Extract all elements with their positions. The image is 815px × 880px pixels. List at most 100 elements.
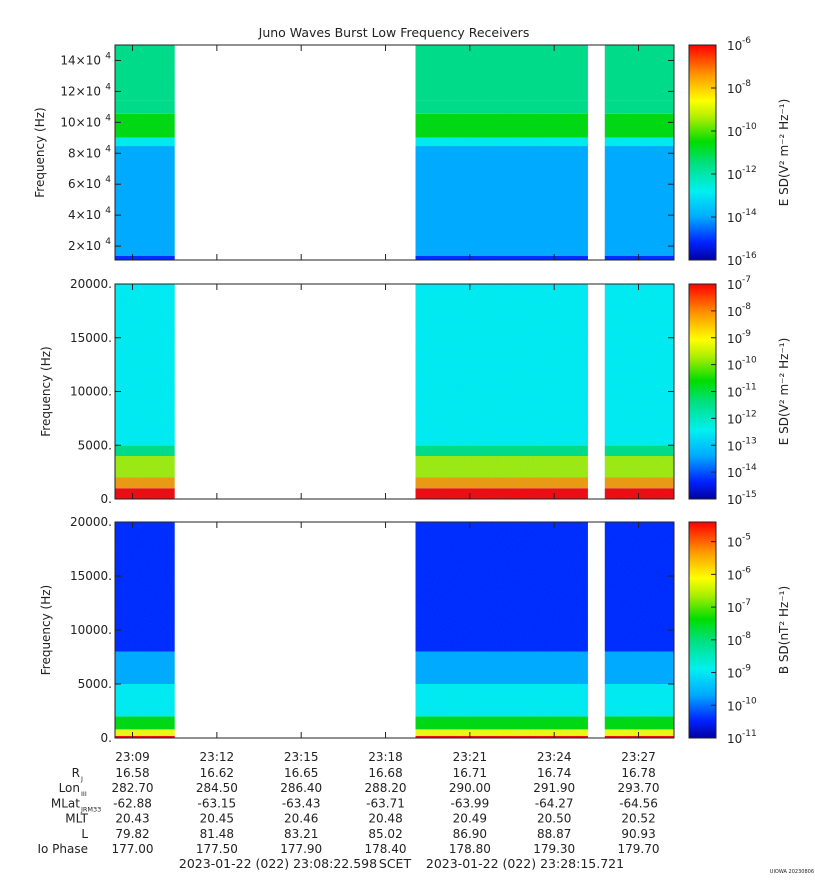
colorbar — [689, 45, 716, 260]
spectrogram-segment — [115, 284, 175, 499]
panel-lower: 0. 5000. 10000. 15000. 20000. Frequency (Hz) 1… — [39, 515, 791, 746]
spectrogram-segment — [415, 284, 588, 499]
ephemeris-row: Io Phase 177.00 177.50 177.90 178.40 178.80 17… — [37, 842, 659, 856]
colorbar-tick-exponent: -9 — [742, 329, 751, 339]
y-tick-label: 4×10 — [68, 208, 101, 222]
y-tick-label: 15000. — [70, 569, 112, 583]
ephemeris-label-subscript: J — [80, 775, 83, 783]
y-axis-label: Frequency (Hz) — [39, 585, 53, 676]
y-tick-label: 10×10 — [60, 115, 101, 129]
colorbar-tick-base: 10 — [727, 699, 742, 713]
colorbar-tick-exponent: -5 — [742, 533, 751, 543]
ephemeris-value: 20.52 — [621, 812, 655, 826]
y-tick-label: 6×10 — [68, 177, 101, 191]
colorbar-tick-exponent: -8 — [742, 302, 751, 312]
spectrogram-segment — [604, 284, 674, 499]
y-tick-label: 5000. — [78, 438, 112, 452]
colorbar-tick-base: 10 — [727, 493, 742, 507]
ephemeris-value: 20.48 — [368, 812, 402, 826]
y-tick-mantissa: 2×10 — [68, 239, 101, 253]
y-tick-exponent: 4 — [105, 237, 111, 247]
colorbar-tick-base: 10 — [727, 412, 742, 426]
spectrogram-texture — [115, 522, 175, 738]
colorbar-tick-exponent: -7 — [742, 598, 751, 608]
colorbar-tick-exponent: -8 — [742, 79, 751, 89]
colorbar-tick-exponent: -11 — [742, 383, 757, 393]
y-tick-exponent: 4 — [105, 51, 111, 61]
ephemeris-value: 85.02 — [368, 827, 402, 841]
ephemeris-value: 79.82 — [115, 827, 149, 841]
colorbar-tick-base: 10 — [727, 211, 742, 225]
y-tick-label: 0. — [101, 731, 112, 745]
colorbar-tick-base: 10 — [727, 601, 742, 615]
spectrogram-texture — [415, 284, 588, 499]
ephemeris-value: 177.00 — [112, 842, 154, 856]
x-tick-label: 23:09 — [115, 750, 150, 764]
ephemeris-value: 178.80 — [449, 842, 491, 856]
ephemeris-value: 20.46 — [284, 812, 318, 826]
spectrogram-texture — [604, 45, 674, 260]
y-tick-label: 14×10 — [60, 53, 101, 67]
spectrogram-segment — [115, 522, 175, 738]
x-tick-label: 23:21 — [453, 750, 488, 764]
y-tick-label: 5000. — [78, 677, 112, 691]
colorbar-tick-base: 10 — [727, 634, 742, 648]
y-tick-label: 8×10 — [68, 146, 101, 160]
colorbar-tick-exponent: -11 — [742, 729, 757, 739]
ephemeris-value: 16.62 — [200, 766, 234, 780]
y-tick-label: 2×10 — [68, 239, 101, 253]
colorbar-tick-base: 10 — [727, 732, 742, 746]
ephemeris-label: MLT — [65, 812, 88, 826]
spectrogram-segment — [415, 522, 588, 738]
ephemeris-value: 16.65 — [284, 766, 318, 780]
ephemeris-value: 16.74 — [537, 766, 571, 780]
spectrogram-segment — [604, 45, 674, 260]
colorbar-tick-base: 10 — [727, 667, 742, 681]
ephemeris-value: 16.78 — [621, 766, 655, 780]
y-tick-mantissa: 8×10 — [68, 146, 101, 160]
footer-start-time: 2023-01-22 (022) 23:08:22.598 — [179, 856, 377, 871]
colorbar-tick-exponent: -12 — [742, 409, 757, 419]
colorbar-label: E SD(V² m⁻² Hz⁻¹) — [777, 99, 791, 207]
y-tick-exponent: 4 — [105, 175, 111, 185]
ephemeris-value: 88.87 — [537, 827, 571, 841]
colorbar-tick-exponent: -15 — [742, 490, 757, 500]
y-tick-exponent: 4 — [105, 82, 111, 92]
colorbar-tick-exponent: -14 — [742, 463, 757, 473]
y-tick-exponent: 4 — [105, 113, 111, 123]
footer: 2023-01-22 (022) 23:08:22.598 SCET 2023-… — [179, 856, 814, 875]
y-tick-exponent: 4 — [105, 206, 111, 216]
colorbar-label: E SD(V² m⁻² Hz⁻¹) — [777, 338, 791, 446]
colorbar-tick-base: 10 — [727, 278, 742, 292]
spectrogram-texture — [415, 522, 588, 738]
y-tick-label: 15000. — [70, 331, 112, 345]
colorbar-tick-base: 10 — [727, 39, 742, 53]
ephemeris-value: -64.56 — [619, 796, 658, 810]
ephemeris-value: 86.90 — [453, 827, 487, 841]
colorbar-tick-exponent: -16 — [742, 251, 757, 261]
ephemeris-value: 178.40 — [365, 842, 407, 856]
y-tick-exponent: 4 — [105, 144, 111, 154]
ephemeris-label: L — [81, 827, 88, 841]
colorbar-tick-exponent: -14 — [742, 208, 757, 218]
colorbar-tick-base: 10 — [727, 466, 742, 480]
ephemeris-value: 284.50 — [196, 781, 238, 795]
y-tick-mantissa: 10×10 — [60, 115, 101, 129]
colorbar-tick-exponent: -7 — [742, 275, 751, 285]
ephemeris-row: MLat JRM33 -62.88 -63.15 -63.43 -63.71 -63.99 -… — [51, 796, 658, 813]
colorbar-tick-base: 10 — [727, 439, 742, 453]
colorbar-tick-base: 10 — [727, 168, 742, 182]
chart-title: Juno Waves Burst Low Frequency Receivers — [258, 25, 530, 40]
time-axis-labels: 23:09 23:12 23:15 23:18 23:21 23:24 23:27 — [115, 750, 656, 764]
y-tick-mantissa: 14×10 — [60, 53, 101, 67]
colorbar-tick-exponent: -6 — [742, 36, 751, 46]
spectrogram-panels: 2×10 4 4×10 4 6×10 4 8×10 4 10×10 4 12×10 4 14×10 4 Fr… — [33, 36, 791, 746]
ephemeris-label-subscript: JRM33 — [80, 805, 101, 813]
colorbar-tick-base: 10 — [727, 568, 742, 582]
colorbar-frame — [688, 521, 717, 739]
ephemeris-value: 177.90 — [280, 842, 322, 856]
colorbar-tick-exponent: -10 — [742, 356, 757, 366]
colorbar-tick-base: 10 — [727, 386, 742, 400]
colorbar-frame — [688, 44, 717, 261]
ephemeris-value: -63.43 — [282, 796, 321, 810]
